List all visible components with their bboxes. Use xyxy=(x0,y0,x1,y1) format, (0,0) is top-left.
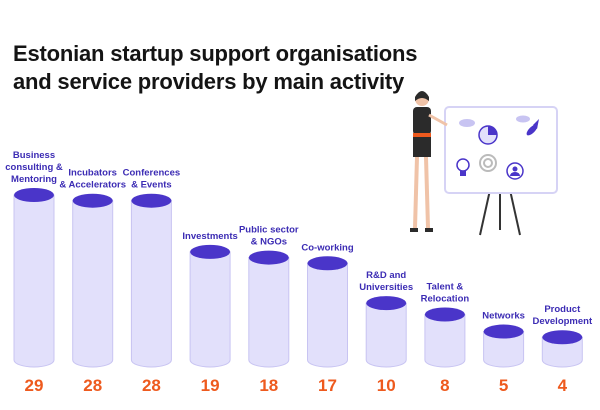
lightbulb-icon xyxy=(456,158,470,176)
target-icon xyxy=(479,154,497,172)
user-icon xyxy=(506,162,524,180)
person-icon xyxy=(410,91,448,232)
bar-value-label: 4 xyxy=(558,376,568,395)
bar-category-label-line: Public sector xyxy=(239,225,299,236)
bar-cylinder-top xyxy=(131,193,172,208)
bar-category-label-line: Conferences xyxy=(123,168,181,179)
bar-category-label-line: Incubators xyxy=(68,168,117,179)
bar-value-label: 17 xyxy=(318,376,337,395)
bar-cylinder-top xyxy=(190,244,231,259)
bar-value-label: 29 xyxy=(25,376,44,395)
pie-chart-icon xyxy=(478,125,498,145)
bar-cylinder xyxy=(13,194,55,368)
bar-category-label-line: consulting & xyxy=(5,162,63,173)
bar-cylinder xyxy=(307,262,348,368)
bar-category-label: Conferences & Events xyxy=(123,168,181,191)
presentation-illustration xyxy=(410,91,558,236)
bar-cylinder xyxy=(130,200,172,368)
bar-category-label-line: & Accelerators xyxy=(59,180,126,191)
bar-value-label: 28 xyxy=(83,376,102,395)
bar-cylinder-top xyxy=(483,324,524,339)
bar-cylinder xyxy=(72,200,114,368)
bar-cylinder-top xyxy=(542,330,583,345)
bar-category-label: Business consulting & Mentoring xyxy=(5,150,63,185)
bar-cylinder xyxy=(541,336,583,368)
bar-category-label-line: Talent & xyxy=(427,281,464,292)
bar-category-label: R&D and Universities xyxy=(359,270,413,293)
bar-category-label: Networks xyxy=(482,311,525,322)
bar-value-label: 19 xyxy=(201,376,220,395)
bar-category-label-line: Development xyxy=(532,316,592,327)
bar-category-label: Co-working xyxy=(301,242,353,253)
bar-value-label: 5 xyxy=(499,376,508,395)
bar-category-label-line: Business xyxy=(13,150,55,161)
bar-category-label-line: Universities xyxy=(359,282,413,293)
cloud-icon xyxy=(459,115,530,127)
bar-value-label: 18 xyxy=(259,376,278,395)
bar-category-label-line: Networks xyxy=(482,311,525,322)
bar-category-label-line: Investments xyxy=(182,231,237,242)
bar-category-label-line: & Events xyxy=(131,180,172,191)
bar-cylinder xyxy=(248,257,290,368)
easel-icon xyxy=(444,106,558,236)
bar-cylinder xyxy=(424,313,466,368)
bar-value-label: 10 xyxy=(377,376,396,395)
bar-cylinder-top xyxy=(248,250,289,265)
bar-category-label: Public sector & NGOs xyxy=(239,225,299,248)
bar-cylinder xyxy=(365,302,407,368)
bar-cylinder xyxy=(483,331,525,368)
bar-category-label: Investments xyxy=(182,231,237,242)
bar-category-label-line: & NGOs xyxy=(251,237,287,248)
bar-category-label-line: Co-working xyxy=(301,242,353,253)
bar-cylinder-top xyxy=(424,307,465,322)
bar-cylinder xyxy=(189,251,231,368)
bar-value-label: 8 xyxy=(440,376,449,395)
bar-category-label-line: R&D and xyxy=(366,270,406,281)
chart-title: Estonian startup support organisations a… xyxy=(13,41,418,94)
bar-category-label-line: Product xyxy=(544,304,581,315)
bar-cylinder-top xyxy=(307,256,348,271)
bar-cylinder-top xyxy=(72,193,113,208)
bar-category-label-line: Mentoring xyxy=(11,174,57,185)
rocket-icon xyxy=(526,119,539,136)
bar-category-label: Incubators & Accelerators xyxy=(59,168,126,191)
bar-cylinder-top xyxy=(366,296,407,311)
bar-cylinder-top xyxy=(14,188,54,202)
bar-category-label: Product Development xyxy=(532,304,592,327)
bar-value-label: 28 xyxy=(142,376,161,395)
bar-category-label-line: Relocation xyxy=(421,293,470,304)
bar-category-label: Talent & Relocation xyxy=(421,281,470,304)
